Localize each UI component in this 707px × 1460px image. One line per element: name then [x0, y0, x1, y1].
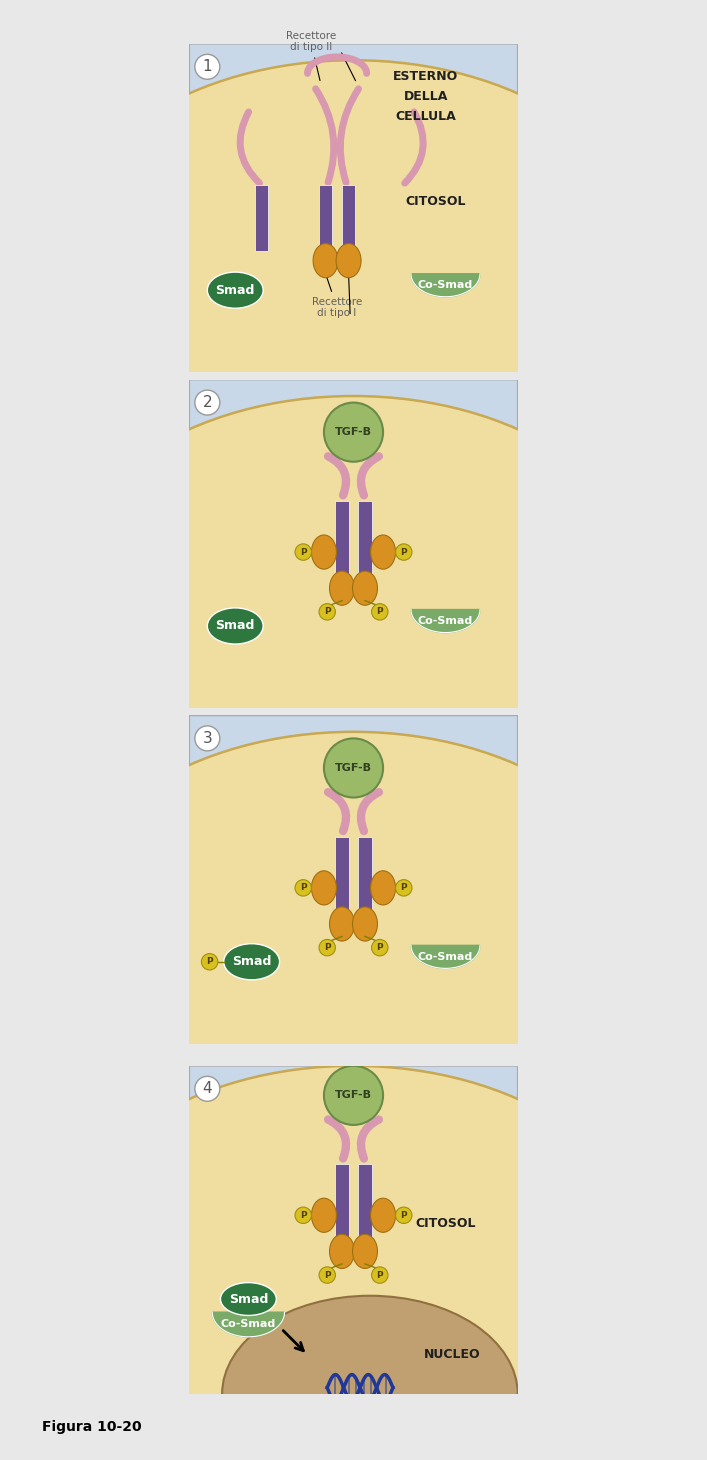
Bar: [255, 185, 268, 251]
Ellipse shape: [370, 1199, 395, 1232]
Text: Co-Smad: Co-Smad: [418, 616, 473, 626]
Text: P: P: [400, 548, 407, 556]
Text: Smad: Smad: [216, 619, 255, 632]
Bar: [335, 837, 349, 936]
Text: 2: 2: [202, 396, 212, 410]
Bar: [335, 501, 349, 600]
Ellipse shape: [223, 943, 279, 980]
Bar: [320, 185, 332, 251]
Text: CITOSOL: CITOSOL: [415, 1218, 476, 1229]
Text: P: P: [376, 607, 383, 616]
Ellipse shape: [207, 272, 263, 308]
Text: Smad: Smad: [228, 1292, 268, 1305]
Text: Recettore
di tipo II: Recettore di tipo II: [286, 31, 336, 80]
Bar: [358, 1165, 372, 1263]
Ellipse shape: [329, 907, 354, 942]
Ellipse shape: [312, 534, 337, 569]
Text: Smad: Smad: [216, 283, 255, 296]
Circle shape: [295, 879, 312, 896]
FancyBboxPatch shape: [189, 380, 518, 708]
Text: Co-Smad: Co-Smad: [221, 1320, 276, 1330]
Text: CELLULA: CELLULA: [395, 110, 456, 123]
Bar: [335, 1165, 349, 1263]
Ellipse shape: [58, 731, 649, 1126]
Ellipse shape: [58, 396, 649, 790]
Text: Co-Smad: Co-Smad: [418, 952, 473, 962]
Circle shape: [195, 54, 220, 79]
Text: P: P: [324, 1270, 331, 1279]
Text: NUCLEO: NUCLEO: [423, 1349, 480, 1361]
Ellipse shape: [353, 907, 378, 942]
Text: CITOSOL: CITOSOL: [405, 196, 466, 207]
Ellipse shape: [353, 1234, 378, 1269]
Circle shape: [319, 939, 335, 956]
Text: DELLA: DELLA: [404, 91, 448, 102]
Circle shape: [324, 739, 383, 797]
Text: Smad: Smad: [232, 955, 271, 968]
FancyBboxPatch shape: [189, 715, 518, 1044]
Text: TGF-B: TGF-B: [335, 1091, 372, 1101]
Ellipse shape: [312, 1199, 337, 1232]
Text: P: P: [400, 883, 407, 892]
Ellipse shape: [58, 1066, 649, 1460]
Text: P: P: [324, 607, 331, 616]
Text: ESTERNO: ESTERNO: [393, 70, 458, 83]
Circle shape: [295, 545, 312, 561]
Text: P: P: [376, 943, 383, 952]
Text: Figura 10-20: Figura 10-20: [42, 1419, 142, 1434]
Text: TGF-B: TGF-B: [335, 428, 372, 437]
Circle shape: [324, 1066, 383, 1124]
Circle shape: [372, 603, 388, 620]
Ellipse shape: [370, 870, 395, 905]
Bar: [342, 185, 355, 251]
Text: 4: 4: [202, 1082, 212, 1096]
Polygon shape: [212, 1313, 284, 1337]
Text: P: P: [300, 548, 307, 556]
FancyBboxPatch shape: [189, 1066, 518, 1394]
Text: P: P: [324, 943, 331, 952]
Ellipse shape: [329, 1234, 354, 1269]
Circle shape: [395, 545, 412, 561]
Ellipse shape: [336, 244, 361, 277]
Text: Recettore
di tipo I: Recettore di tipo I: [312, 276, 362, 318]
Text: P: P: [400, 1210, 407, 1219]
Circle shape: [372, 1267, 388, 1283]
Text: 1: 1: [202, 60, 212, 74]
Ellipse shape: [312, 870, 337, 905]
Ellipse shape: [221, 1282, 276, 1315]
Ellipse shape: [329, 571, 354, 606]
Circle shape: [319, 1267, 335, 1283]
Circle shape: [295, 1207, 312, 1223]
FancyBboxPatch shape: [189, 44, 518, 372]
Circle shape: [201, 953, 218, 969]
Ellipse shape: [58, 60, 649, 454]
Circle shape: [195, 726, 220, 750]
Ellipse shape: [353, 571, 378, 606]
Polygon shape: [411, 610, 480, 632]
Text: P: P: [300, 883, 307, 892]
Bar: [358, 501, 372, 600]
Text: Co-Smad: Co-Smad: [418, 280, 473, 291]
Circle shape: [195, 390, 220, 415]
Circle shape: [395, 879, 412, 896]
Ellipse shape: [370, 534, 395, 569]
Polygon shape: [411, 946, 480, 968]
Ellipse shape: [222, 1296, 518, 1460]
Circle shape: [319, 603, 335, 620]
Circle shape: [195, 1076, 220, 1101]
Circle shape: [372, 939, 388, 956]
Ellipse shape: [313, 244, 338, 277]
Circle shape: [395, 1207, 412, 1223]
Polygon shape: [411, 274, 480, 296]
Ellipse shape: [207, 607, 263, 644]
Text: P: P: [376, 1270, 383, 1279]
Text: P: P: [300, 1210, 307, 1219]
Bar: [358, 837, 372, 936]
Text: P: P: [206, 958, 213, 967]
Text: 3: 3: [202, 731, 212, 746]
Text: TGF-B: TGF-B: [335, 764, 372, 772]
Circle shape: [324, 403, 383, 461]
